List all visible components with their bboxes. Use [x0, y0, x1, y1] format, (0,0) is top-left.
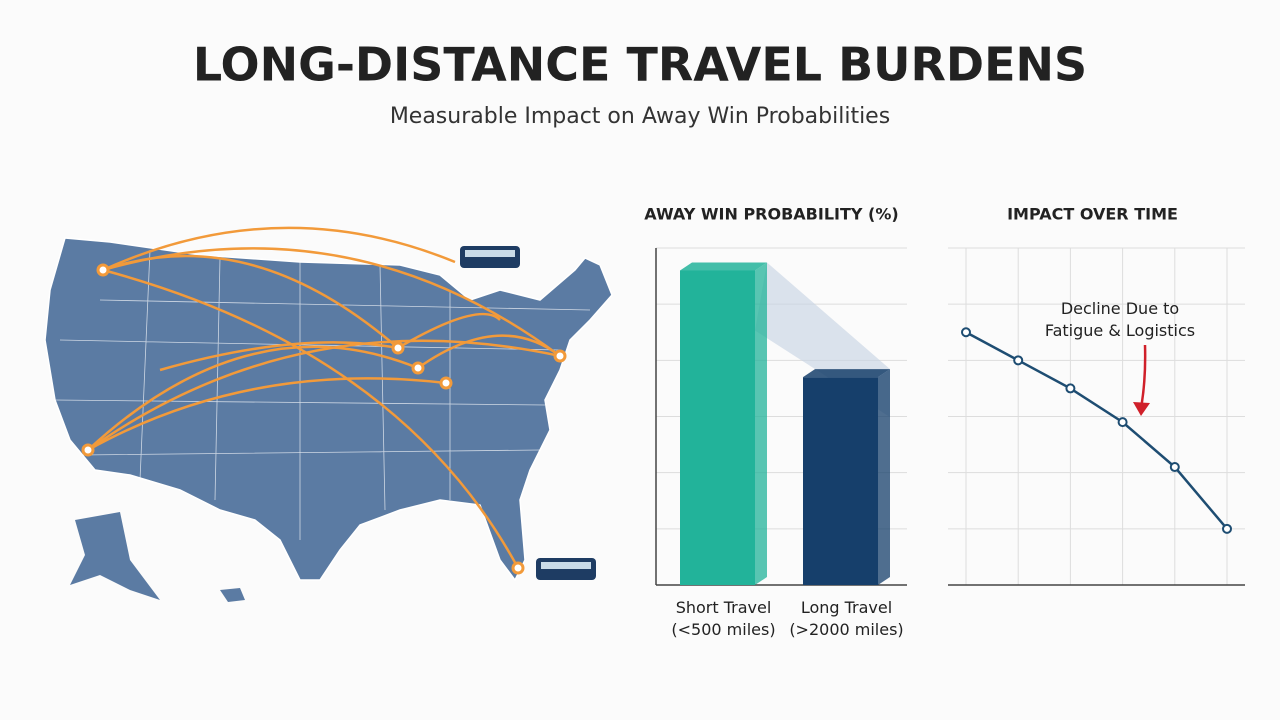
- subtitle: Measurable Impact on Away Win Probabilit…: [390, 104, 890, 129]
- bar-top: [680, 262, 767, 271]
- point: [1117, 417, 1128, 428]
- bar-side: [878, 369, 890, 585]
- annotation-arrowhead: [1133, 402, 1150, 416]
- annotation-arrow: [1139, 344, 1147, 409]
- chart-title: IMPACT OVER TIME: [1007, 205, 1178, 224]
- point: [961, 327, 971, 338]
- line: [965, 331, 1228, 530]
- bar-top: [803, 369, 890, 378]
- bar: [680, 270, 755, 585]
- point: [1013, 355, 1024, 366]
- point: [1065, 383, 1076, 394]
- chart-title: AWAY WIN PROBABILITY (%): [644, 205, 898, 224]
- bar-side: [755, 262, 767, 585]
- point: [1222, 523, 1232, 534]
- point: [1169, 462, 1180, 473]
- map: [44, 226, 613, 602]
- title: LONG-DISTANCE TRAVEL BURDENS: [193, 38, 1087, 92]
- x-tick-label: Long Travel (>2000 miles): [789, 598, 904, 639]
- bar: [803, 377, 878, 585]
- annotation: Decline Due to Fatigue & Logistics: [1044, 299, 1196, 340]
- x-tick-label: Short Travel (<500 miles): [671, 598, 776, 639]
